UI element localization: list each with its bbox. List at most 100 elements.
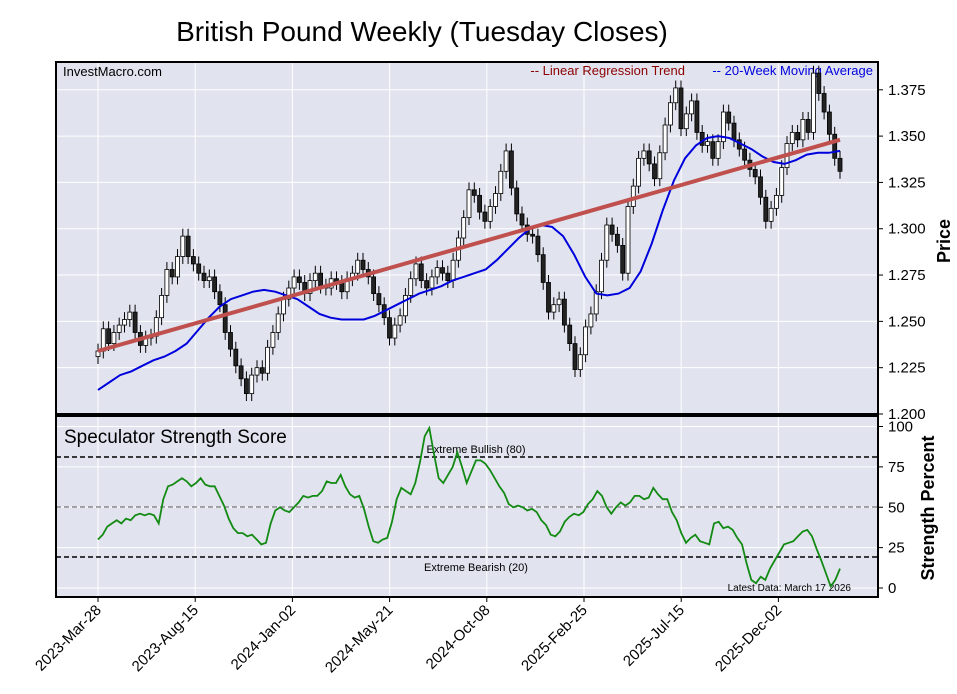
candle-body	[180, 235, 186, 257]
candle-body	[196, 263, 202, 274]
candle-body	[795, 131, 800, 141]
strength-axis-label: Strength Percent	[918, 435, 938, 580]
candle-body	[742, 148, 747, 161]
x-tick-label: 2023-Mar-28	[32, 602, 105, 675]
candle-body	[265, 346, 271, 374]
candle-body	[206, 276, 212, 282]
candle-body	[599, 259, 604, 293]
candle-body	[312, 272, 318, 282]
candle-body	[705, 141, 710, 146]
candle-body	[689, 100, 694, 115]
candle-body	[111, 332, 117, 345]
candle-body	[116, 324, 122, 333]
candle-body	[731, 122, 737, 141]
candle-body	[577, 354, 583, 370]
candle-body	[291, 276, 297, 289]
price-panel	[56, 62, 878, 414]
strength-panel-title: Speculator Strength Score	[64, 427, 287, 448]
candle-body	[296, 276, 302, 283]
price-tick-label: 1.350	[888, 128, 926, 145]
candle-body	[636, 157, 641, 187]
moving-average-line	[97, 135, 841, 391]
candle-body	[169, 269, 175, 278]
candle-body	[164, 269, 170, 296]
regression-legend-label: -- Linear Regression Trend	[530, 63, 685, 78]
candle-body	[371, 276, 377, 294]
candle-body	[281, 298, 286, 315]
candle-body	[763, 196, 769, 222]
strength-panel-border	[55, 415, 879, 598]
candle-body	[482, 211, 488, 222]
candle-body	[243, 378, 249, 395]
candle-body	[768, 207, 774, 222]
candle-body	[477, 194, 483, 213]
extreme-bullish-label: Extreme Bullish (80)	[426, 444, 525, 456]
candle-body	[837, 157, 843, 172]
candle-body	[668, 102, 673, 126]
candle-body	[726, 111, 732, 124]
candle-body	[498, 170, 504, 194]
candle-body	[440, 267, 445, 274]
strength-tick-label: 25	[888, 540, 905, 557]
x-tick-label: 2024-Jan-02	[228, 602, 300, 674]
strength-tick-label: 50	[888, 499, 905, 516]
candle-body	[132, 311, 138, 333]
price-tick-label: 1.225	[888, 360, 926, 377]
candle-body	[434, 267, 440, 278]
candle-body	[127, 311, 133, 320]
candle-body	[715, 141, 721, 159]
candle-body	[827, 111, 832, 135]
candle-body	[514, 187, 520, 215]
candle-body	[122, 319, 127, 326]
candle-body	[593, 291, 599, 315]
candle-body	[535, 235, 541, 256]
candle-body	[721, 111, 726, 143]
candle-body	[275, 313, 281, 333]
candle-body	[307, 280, 313, 294]
candle-body	[832, 133, 838, 159]
regression-trend-line	[97, 137, 841, 353]
candle-body	[429, 276, 435, 289]
latest-data-label: Latest Data: March 17 2026	[728, 583, 852, 594]
price-tick-label: 1.300	[888, 221, 926, 238]
candle-body	[710, 141, 716, 159]
candle-body	[604, 224, 610, 261]
candle-body	[270, 332, 276, 348]
candle-body	[159, 295, 165, 319]
candle-body	[360, 259, 366, 270]
strength-score-line	[97, 425, 841, 589]
chart-title: British Pound Weekly (Tuesday Closes)	[176, 16, 668, 47]
candle-body	[222, 304, 228, 333]
price-tick-label: 1.200	[888, 406, 926, 423]
price-grid	[56, 62, 878, 415]
candle-body	[185, 235, 191, 257]
price-axis-ticks: 1.200 1.225 1.250 1.275 1.300 1.325 1.350 1.375	[878, 82, 926, 423]
candle-body	[673, 87, 679, 104]
candle-body	[254, 367, 260, 376]
x-tick-label: 2024-May-21	[322, 602, 397, 677]
candle-body	[106, 328, 111, 345]
candle-body	[588, 313, 594, 328]
price-tick-label: 1.275	[888, 267, 926, 284]
strength-tick-label: 75	[888, 459, 905, 476]
candle-body	[625, 206, 631, 274]
candle-body	[789, 131, 795, 144]
candle-body	[530, 233, 535, 237]
candle-body	[615, 233, 620, 246]
price-tick-label: 1.325	[888, 174, 926, 191]
candle-body	[387, 317, 392, 339]
candle-body	[752, 169, 758, 178]
candle-body	[805, 119, 811, 133]
candle-body	[646, 150, 652, 165]
candle-body	[609, 224, 615, 235]
candle-body	[392, 324, 398, 339]
candle-body	[657, 152, 663, 180]
candle-body	[413, 263, 419, 280]
candle-body	[249, 374, 255, 395]
strength-tick-label: 0	[888, 580, 896, 597]
candle-body	[228, 332, 233, 350]
candle-body	[821, 93, 827, 113]
x-axis-ticks: 2023-Mar-28 2023-Aug-15 2024-Jan-02 2024-Ma…	[32, 597, 785, 676]
candle-body	[556, 298, 562, 306]
candle-body	[493, 193, 498, 207]
